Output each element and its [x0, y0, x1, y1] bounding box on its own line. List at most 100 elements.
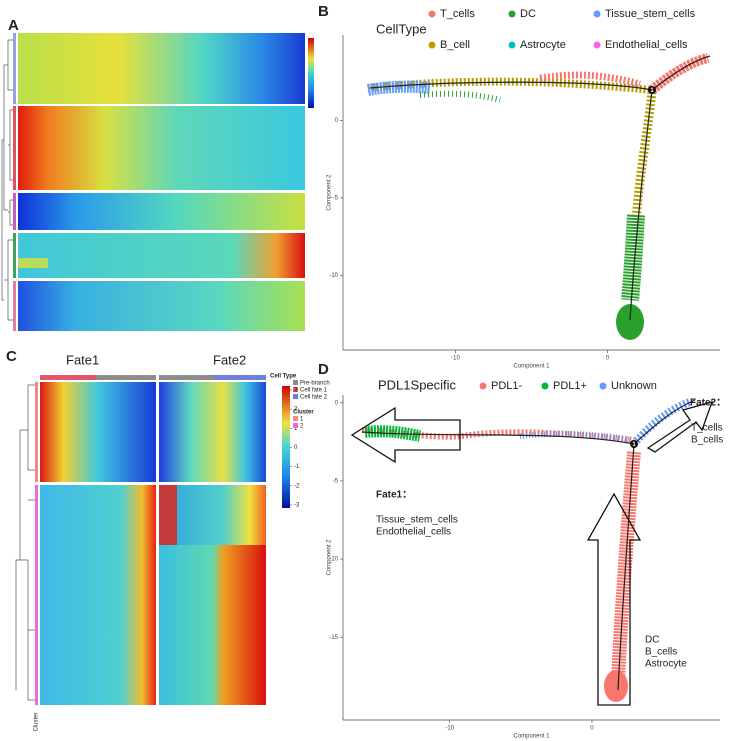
fate-label: Fate1: [66, 352, 99, 367]
colorbar-tick-label: 0: [294, 445, 298, 451]
fate-bar: [40, 375, 96, 380]
heatmap-patch: [18, 258, 48, 268]
colorbar-tick-label: 2: [294, 407, 298, 413]
cell-cloud: [648, 53, 710, 94]
legend-label: PDL1+: [553, 380, 587, 392]
cluster-strip: [13, 193, 16, 230]
legend-swatch: [293, 423, 298, 428]
heatmap-block: [40, 485, 156, 705]
y-axis-label: Component 2: [327, 174, 333, 211]
legend-swatch: [508, 10, 516, 18]
cell-cloud: [539, 71, 641, 88]
panel-label: B: [318, 3, 329, 20]
legend-swatch: [541, 382, 549, 390]
y-tick-label: -15: [329, 635, 338, 641]
legend-swatch: [293, 416, 298, 421]
fate2-cell: B_cells: [691, 435, 723, 446]
cluster-strip: [13, 106, 16, 190]
legend-title: Cell Type: [270, 374, 297, 380]
y-tick-label: -5: [333, 196, 339, 202]
cluster-strip: [35, 382, 38, 482]
x-tick-label: -10: [445, 726, 454, 732]
cell-cloud: [630, 398, 692, 447]
legend-label: T_cells: [440, 8, 475, 20]
panel-label: A: [8, 17, 19, 34]
heatmap-band: [18, 106, 305, 190]
fate1-title: Fate1：: [376, 490, 412, 501]
legend-title: PDL1Specific: [378, 377, 457, 392]
y-axis-label: Component 2: [327, 539, 333, 576]
x-axis-label: Component 1: [513, 734, 550, 740]
legend-title: Cluster: [293, 410, 314, 416]
x-axis-label: Component 1: [513, 364, 550, 370]
heatmap-band: [18, 233, 305, 278]
legend-swatch: [593, 41, 601, 49]
fate1-arrow: [350, 406, 461, 464]
heatmap-a: [1, 33, 314, 331]
colorbar-tick-label: 1: [294, 426, 298, 432]
fate2-arrow: [646, 401, 714, 453]
legend-swatch: [428, 10, 436, 18]
root-cell: B_cells: [645, 647, 677, 658]
heatmap-block: [159, 545, 266, 705]
cell-cloud: [419, 90, 501, 103]
legend-label: 1: [300, 417, 304, 423]
cell-cloud: [367, 77, 653, 94]
legend-label: Pre-branch: [300, 381, 330, 387]
x-tick-label: -10: [451, 356, 460, 362]
y-tick-label: 0: [335, 118, 339, 124]
legend-label: 2: [300, 424, 304, 430]
fate-bar: [214, 375, 266, 380]
fate1-cell: Tissue_stem_cells: [376, 515, 458, 526]
colorbar-tick-label: -3: [294, 503, 300, 509]
legend-label: DC: [520, 8, 536, 20]
y-tick-label: -10: [329, 273, 338, 279]
legend-label: B_cell: [440, 39, 470, 51]
branch-point: [630, 440, 638, 448]
heatmap-c: [15, 375, 290, 705]
legend-label: PDL1-: [491, 380, 523, 392]
legend-swatch: [293, 380, 298, 385]
branch-label: 1: [632, 442, 636, 448]
colorbar-tick-label: 3: [294, 388, 298, 394]
legend-swatch: [599, 382, 607, 390]
x-tick-label: 0: [606, 356, 610, 362]
cluster-strip: [13, 233, 16, 278]
panel-label: C: [6, 348, 17, 365]
trajectory-line: [369, 55, 711, 321]
trajectory-b: [366, 53, 711, 340]
trajectory-line: [361, 399, 696, 691]
cluster-strip: [13, 281, 16, 331]
heatmap-band: [18, 193, 305, 230]
legend-label: Cell fate 2: [300, 395, 328, 401]
heatmap-block: [40, 382, 156, 482]
dendrogram: [15, 384, 38, 701]
cell-cloud: [621, 214, 645, 301]
trajectory-d: [350, 398, 714, 706]
panel-label: D: [318, 361, 329, 378]
legend-label: Tissue_stem_cells: [605, 8, 696, 20]
branch-label: 1: [650, 88, 654, 94]
legend-label: Unknown: [611, 380, 657, 392]
heatmap-block: [159, 382, 266, 482]
y-tick-label: -10: [329, 557, 338, 563]
legend-label: Cell fate 1: [300, 388, 328, 394]
legend-title: CellType: [376, 21, 427, 36]
legend-swatch: [428, 41, 436, 49]
cell-cloud: [604, 670, 628, 702]
fate-bar: [96, 375, 156, 380]
cell-cloud: [366, 80, 431, 96]
legend-swatch: [479, 382, 487, 390]
cluster-strip: [35, 485, 38, 705]
root-cell: Astrocyte: [645, 659, 687, 670]
branch-point: [648, 86, 656, 94]
root-cell: DC: [645, 635, 659, 646]
cell-cloud: [364, 425, 422, 442]
heatmap-band: [18, 281, 305, 331]
heatmap-patch: [159, 485, 177, 545]
cluster-axis-label: Cluster: [34, 712, 40, 731]
dendrogram: [1, 39, 16, 321]
colorbar-tick-label: -1: [294, 464, 300, 470]
cluster-strip: [13, 33, 16, 104]
